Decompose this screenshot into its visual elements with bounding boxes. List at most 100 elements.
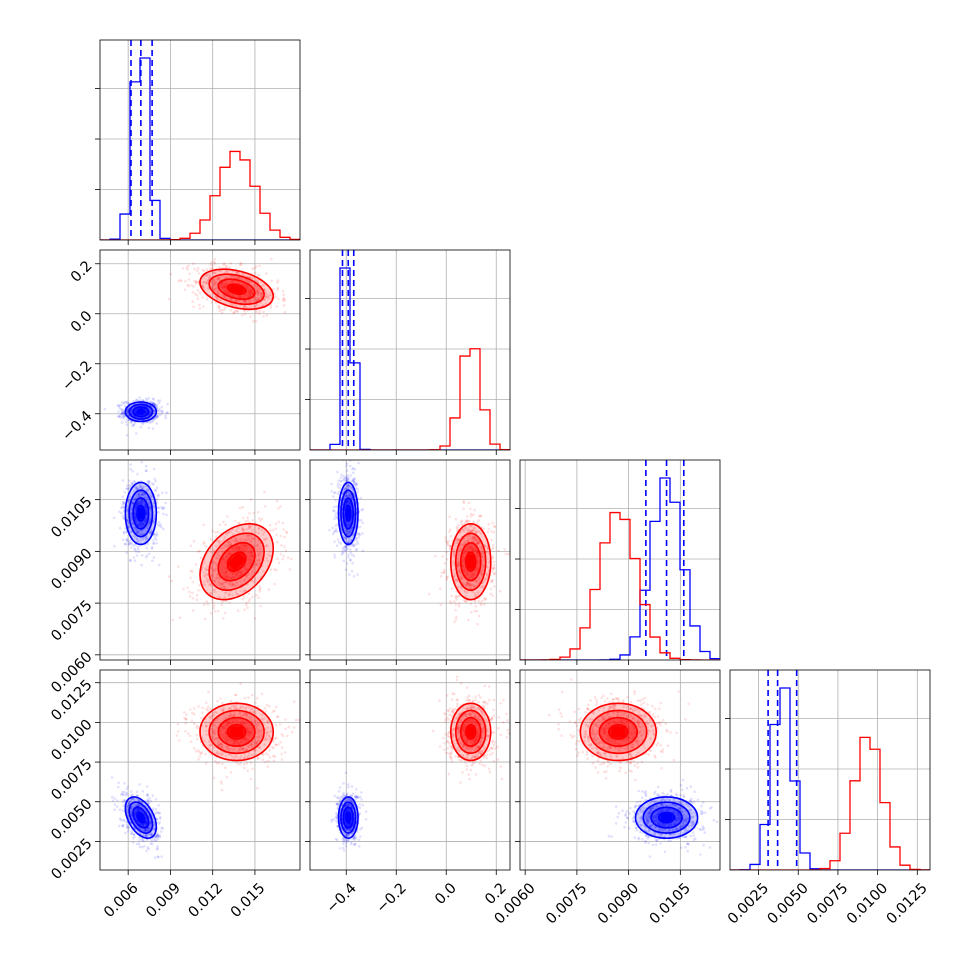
scatter-point	[222, 294, 225, 297]
scatter-point	[445, 578, 449, 581]
scatter-point	[459, 520, 463, 524]
scatter-point	[222, 263, 226, 266]
scatter-point	[122, 819, 126, 822]
scatter-point	[243, 608, 246, 612]
scatter-point	[346, 499, 350, 503]
scatter-point	[186, 586, 189, 589]
scatter-point	[352, 544, 356, 547]
scatter-point	[252, 537, 256, 540]
scatter-point	[130, 797, 134, 801]
scatter-point	[145, 554, 149, 557]
scatter-point	[202, 286, 206, 290]
scatter-point	[138, 523, 141, 526]
scatter-point	[151, 839, 154, 843]
scatter-point	[257, 527, 261, 530]
scatter-point	[479, 532, 483, 535]
scatter-point	[248, 289, 252, 293]
scatter-point	[136, 531, 139, 535]
scatter-point	[138, 502, 142, 506]
scatter-point	[236, 546, 240, 549]
scatter-point	[126, 409, 129, 412]
scatter-point	[446, 543, 450, 547]
scatter-point	[456, 586, 460, 589]
scatter-point	[351, 478, 355, 481]
scatter-point	[230, 279, 234, 283]
scatter-point	[480, 549, 484, 553]
scatter-point	[336, 482, 340, 486]
scatter-point	[141, 493, 144, 496]
scatter-point	[121, 790, 125, 794]
scatter-point	[121, 421, 124, 424]
scatter-point	[234, 537, 238, 541]
scatter-point	[141, 399, 144, 402]
scatter-point	[157, 401, 161, 405]
scatter-point	[249, 525, 252, 529]
scatter-point	[124, 542, 127, 546]
scatter-point	[150, 495, 153, 499]
scatter-point	[133, 498, 136, 502]
scatter-point	[344, 568, 348, 571]
scatter-point	[475, 537, 479, 541]
scatter-point	[349, 528, 353, 531]
contour-1	[208, 532, 265, 591]
scatter-point	[188, 272, 191, 276]
scatter-point	[346, 499, 349, 503]
scatter-point	[235, 574, 239, 577]
scatter-point	[332, 505, 336, 509]
scatter-point	[473, 536, 476, 540]
scatter-point	[248, 298, 251, 302]
scatter-point	[462, 557, 465, 560]
scatter-point	[141, 522, 144, 526]
scatter-point	[348, 533, 351, 536]
scatter-point	[246, 292, 250, 295]
scatter-point	[283, 299, 287, 302]
scatter-point	[154, 533, 157, 537]
scatter-point	[258, 590, 262, 593]
scatter-point	[476, 542, 480, 545]
scatter-point	[455, 578, 458, 581]
scatter-point	[354, 486, 358, 490]
scatter-point	[138, 808, 142, 812]
scatter-point	[136, 472, 139, 476]
scatter-point	[223, 295, 226, 299]
scatter-point	[127, 498, 131, 501]
scatter-point	[142, 522, 145, 525]
scatter-point	[269, 306, 273, 310]
scatter-point	[134, 497, 137, 501]
scatter-point	[348, 530, 352, 534]
scatter-point	[238, 574, 242, 577]
scatter-point	[346, 500, 350, 503]
scatter-point	[140, 498, 143, 502]
scatter-point	[475, 548, 478, 552]
scatter-point	[486, 557, 490, 560]
scatter-point	[471, 529, 475, 533]
scatter-point	[205, 568, 208, 572]
scatter-point	[253, 266, 256, 270]
scatter-point	[273, 568, 277, 571]
scatter-point	[128, 800, 132, 804]
scatter-point	[222, 286, 225, 289]
scatter-point	[214, 531, 217, 534]
scatter-point	[249, 534, 252, 537]
scatter-point	[249, 290, 252, 294]
scatter-point	[234, 299, 238, 303]
scatter-point	[244, 538, 247, 541]
scatter-point	[487, 527, 491, 531]
scatter-point	[154, 834, 158, 838]
scatter-point	[208, 274, 212, 278]
scatter-point	[249, 551, 252, 554]
scatter-point	[220, 311, 224, 315]
scatter-point	[470, 572, 473, 575]
scatter-point	[142, 485, 145, 489]
scatter-point	[130, 512, 133, 515]
scatter-point	[202, 269, 206, 273]
scatter-point	[149, 531, 153, 534]
density	[103, 257, 287, 437]
scatter-point	[471, 575, 474, 578]
scatter-point	[127, 542, 131, 545]
scatter-point	[125, 409, 129, 413]
scatter-point	[467, 544, 470, 548]
scatter-point	[227, 552, 231, 556]
scatter-point	[464, 549, 468, 552]
scatter-point	[221, 586, 224, 589]
